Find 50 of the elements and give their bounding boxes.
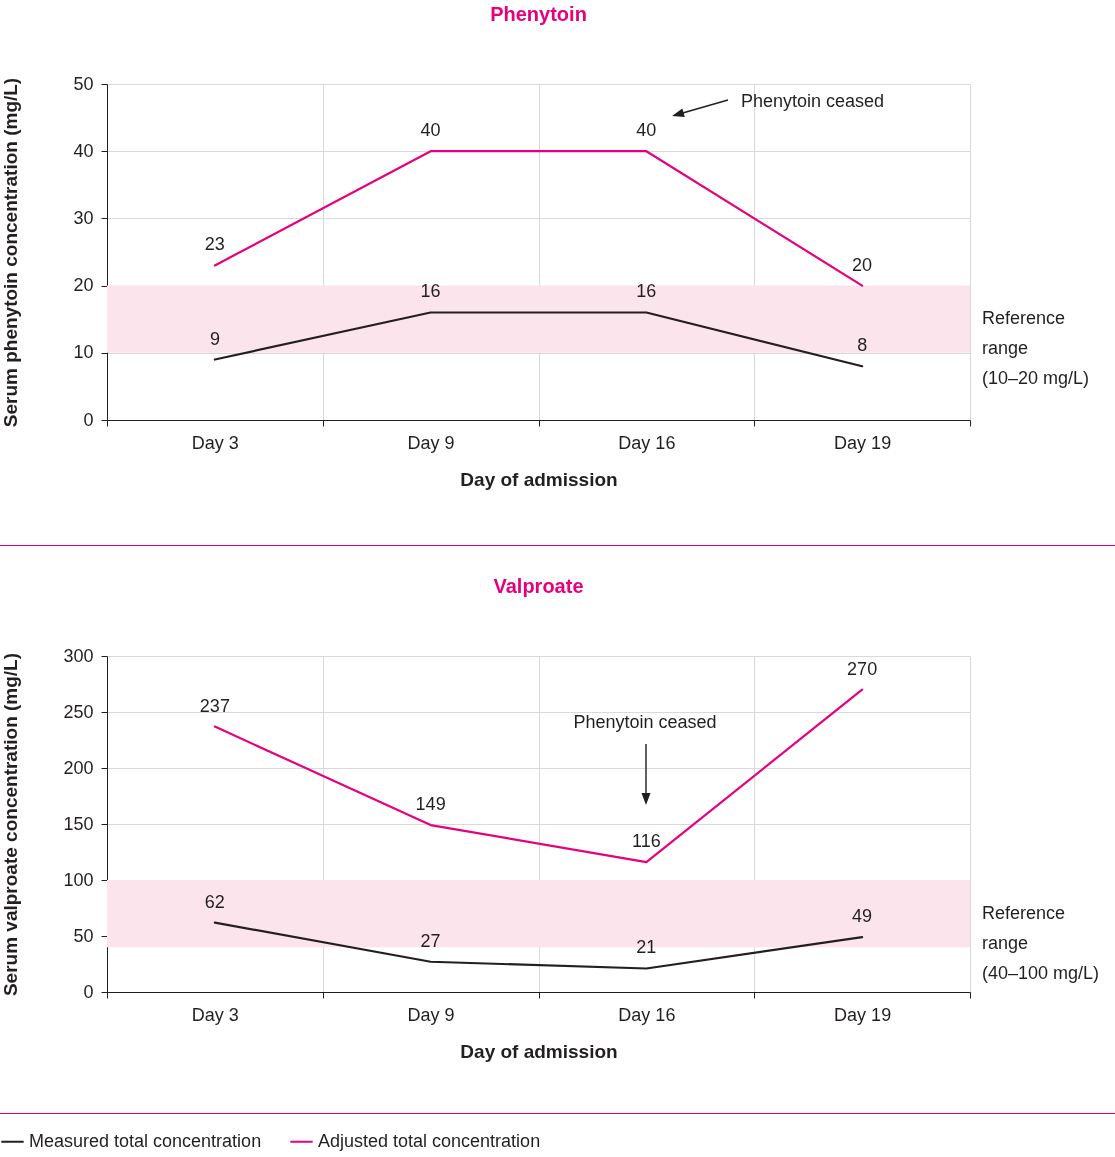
data-label: 116 <box>632 831 661 852</box>
y-tick-label: 20 <box>73 275 94 296</box>
y-tick-label: 0 <box>83 409 94 430</box>
x-tick-label: Day 3 <box>191 432 239 453</box>
y-tick-label: 300 <box>63 645 94 666</box>
y-tick-label: 10 <box>73 342 94 363</box>
y-tick-label: 100 <box>63 869 94 890</box>
data-label: 16 <box>420 281 441 302</box>
y-tick-label: 0 <box>83 981 94 1002</box>
data-label: 62 <box>204 891 225 912</box>
x-tick-label: Day 9 <box>407 432 455 453</box>
y-tick-label: 150 <box>63 813 94 834</box>
data-label: 149 <box>415 794 446 815</box>
y-tick-label: 200 <box>63 757 94 778</box>
data-label: 237 <box>199 695 230 716</box>
y-tick-label: 50 <box>73 73 94 94</box>
data-label: 270 <box>847 658 878 679</box>
x-tick-label: Day 16 <box>618 1004 676 1025</box>
x-tick-label: Day 3 <box>191 1004 239 1025</box>
band-label: Reference range (10–20 mg/L) <box>982 308 1090 389</box>
x-axis-title: Day of admission <box>460 468 618 490</box>
chart-title: Phenytoin <box>490 3 587 25</box>
annotation: Phenytoin ceased <box>573 712 717 732</box>
data-label: 40 <box>420 120 441 141</box>
y-axis-title: Serum valproate concentration (mg/L) <box>0 652 21 997</box>
y-tick-label: 50 <box>73 925 94 946</box>
x-tick-label: Day 9 <box>407 1004 455 1025</box>
chart-title: Valproate <box>493 575 584 597</box>
data-label: 20 <box>852 254 873 275</box>
annotation: Phenytoin ceased <box>741 91 885 111</box>
x-axis-title: Day of admission <box>460 1040 618 1062</box>
legend-label: Adjusted total concentration <box>318 1130 541 1151</box>
band-label: Reference range (40–100 mg/L) <box>982 902 1100 983</box>
data-label: 21 <box>636 937 657 958</box>
y-tick-label: 30 <box>73 207 94 228</box>
y-axis-title: Serum phenytoin concentration (mg/L) <box>0 77 21 428</box>
data-label: 9 <box>209 328 220 349</box>
line-series <box>213 921 864 970</box>
data-label: 49 <box>852 906 873 927</box>
data-label: 27 <box>420 930 441 951</box>
y-tick-label: 40 <box>73 140 94 161</box>
y-tick-label: 250 <box>63 701 94 722</box>
data-label: 23 <box>204 234 225 255</box>
legend-label: Measured total concentration <box>29 1130 262 1151</box>
x-tick-label: Day 19 <box>834 432 892 453</box>
data-label: 16 <box>636 281 657 302</box>
data-label: 40 <box>636 120 657 141</box>
x-tick-label: Day 16 <box>618 432 676 453</box>
x-tick-label: Day 19 <box>834 1004 892 1025</box>
data-label: 8 <box>857 335 868 356</box>
